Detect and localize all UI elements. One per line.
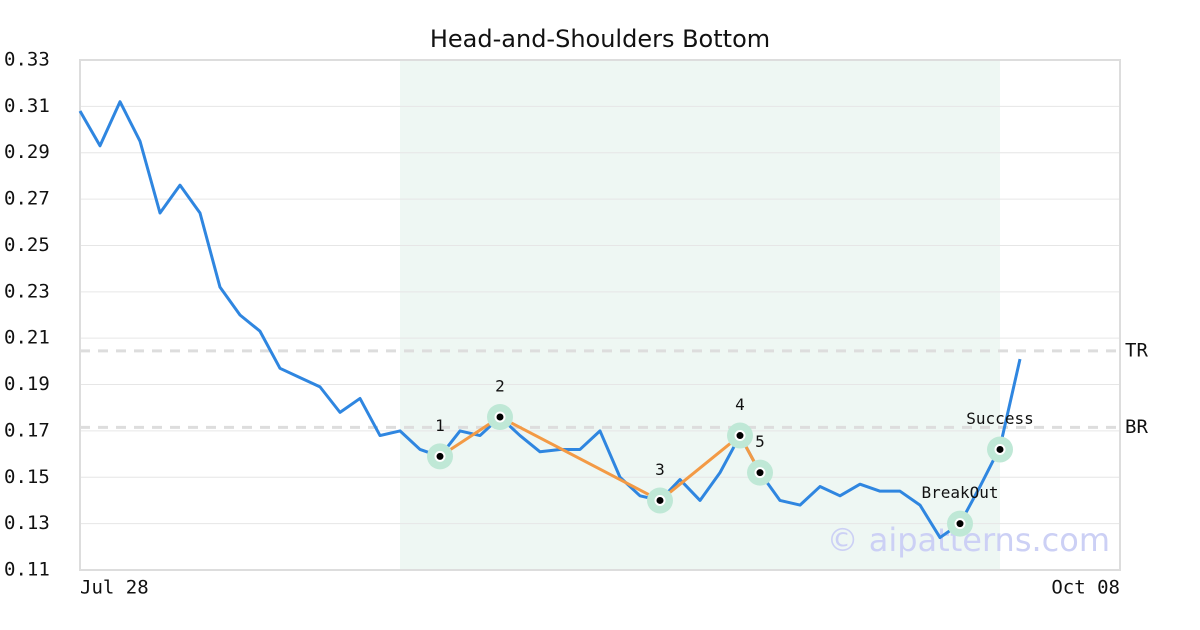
y-tick-label: 0.31 bbox=[4, 95, 50, 117]
level-label: TR bbox=[1125, 339, 1148, 361]
y-tick-label: 0.15 bbox=[4, 466, 50, 488]
y-tick-label: 0.27 bbox=[4, 188, 50, 210]
pattern-point-dot bbox=[654, 494, 666, 506]
y-tick-label: 0.11 bbox=[4, 559, 50, 581]
price-line bbox=[78, 100, 1022, 540]
plot-frame bbox=[79, 59, 1121, 571]
y-tick-label: 0.17 bbox=[4, 419, 50, 441]
pattern-point-label: 4 bbox=[735, 395, 745, 414]
y-tick-label: 0.13 bbox=[4, 512, 50, 534]
pattern-point-dot bbox=[754, 467, 766, 479]
signal-point-label: Success bbox=[966, 409, 1033, 428]
y-tick-label: 0.29 bbox=[4, 141, 50, 163]
y-tick-label: 0.25 bbox=[4, 234, 50, 256]
pattern-point-label: 3 bbox=[655, 460, 665, 479]
signal-point-dot bbox=[954, 518, 966, 530]
pattern-point-dot bbox=[734, 430, 746, 442]
pattern-point-label: 1 bbox=[435, 416, 445, 435]
signal-point-label: BreakOut bbox=[921, 483, 998, 502]
chart-title: Head-and-Shoulders Bottom bbox=[430, 25, 770, 53]
pattern-point-label: 2 bbox=[495, 377, 505, 396]
pattern-zone bbox=[400, 60, 1000, 570]
y-tick-label: 0.19 bbox=[4, 373, 50, 395]
pattern-point-label: 5 bbox=[755, 432, 765, 451]
x-tick-label: Jul 28 bbox=[80, 577, 149, 599]
pattern-point-dot bbox=[434, 450, 446, 462]
y-tick-label: 0.21 bbox=[4, 327, 50, 349]
signal-point-dot bbox=[994, 443, 1006, 455]
level-label: BR bbox=[1125, 416, 1148, 438]
y-tick-label: 0.33 bbox=[4, 49, 50, 71]
y-tick-label: 0.23 bbox=[4, 280, 50, 302]
pattern-point-dot bbox=[494, 411, 506, 423]
x-tick-label: Oct 08 bbox=[1051, 577, 1120, 599]
